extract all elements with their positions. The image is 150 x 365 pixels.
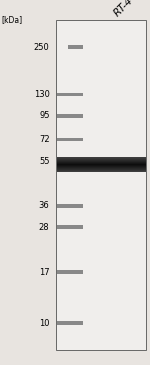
Bar xyxy=(57,171,146,172)
Bar xyxy=(57,157,146,158)
Bar xyxy=(57,169,146,170)
Bar xyxy=(57,171,146,172)
Bar xyxy=(57,160,146,161)
Bar xyxy=(57,166,146,167)
Bar xyxy=(57,163,146,164)
Bar xyxy=(57,322,82,325)
Bar xyxy=(57,168,146,169)
Bar xyxy=(57,161,146,162)
Text: 95: 95 xyxy=(39,111,50,120)
Bar xyxy=(57,162,146,163)
Bar xyxy=(57,166,146,167)
Bar xyxy=(57,161,146,162)
Bar xyxy=(57,165,146,166)
Bar xyxy=(57,161,146,162)
Bar xyxy=(57,225,82,229)
Bar xyxy=(57,170,146,172)
Bar xyxy=(57,138,82,142)
Bar xyxy=(57,170,146,171)
Bar xyxy=(57,159,146,160)
Bar xyxy=(57,169,146,170)
Bar xyxy=(57,158,146,159)
Text: 130: 130 xyxy=(34,90,50,99)
Bar xyxy=(57,204,82,208)
Bar xyxy=(57,158,146,159)
Bar xyxy=(57,164,146,165)
Bar xyxy=(57,168,146,169)
Bar xyxy=(57,169,146,170)
Bar xyxy=(57,158,146,160)
Text: RT-4: RT-4 xyxy=(112,0,135,18)
Bar xyxy=(57,270,82,274)
Bar xyxy=(57,167,146,168)
Text: 28: 28 xyxy=(39,223,50,232)
Bar xyxy=(57,170,146,171)
Bar xyxy=(68,45,82,49)
Bar xyxy=(57,166,146,168)
Bar xyxy=(57,161,146,162)
Bar xyxy=(57,165,146,166)
Bar xyxy=(57,160,146,161)
Bar xyxy=(57,162,146,163)
Bar xyxy=(57,159,146,160)
Bar xyxy=(57,163,146,164)
Text: 72: 72 xyxy=(39,135,50,144)
Bar xyxy=(57,157,146,158)
Bar xyxy=(57,164,146,165)
Text: 17: 17 xyxy=(39,268,50,277)
Bar xyxy=(57,164,146,165)
Bar xyxy=(57,160,146,161)
Bar xyxy=(57,160,82,163)
Bar xyxy=(57,168,146,169)
Bar xyxy=(57,166,146,167)
Bar xyxy=(57,157,146,158)
Bar xyxy=(57,162,146,163)
Bar xyxy=(57,167,146,168)
Bar xyxy=(57,170,146,171)
Bar xyxy=(57,162,146,164)
Bar xyxy=(57,114,82,118)
Bar xyxy=(57,169,146,170)
Bar xyxy=(57,164,146,165)
Bar xyxy=(57,93,82,96)
Text: 250: 250 xyxy=(34,43,50,52)
Text: 36: 36 xyxy=(39,201,50,210)
Bar xyxy=(56,20,146,350)
Text: [kDa]: [kDa] xyxy=(2,15,23,24)
Bar xyxy=(57,167,146,168)
Bar xyxy=(57,157,146,158)
Bar xyxy=(57,159,146,160)
Text: 55: 55 xyxy=(39,157,50,166)
Bar xyxy=(57,168,146,169)
Bar xyxy=(57,160,146,161)
Bar xyxy=(57,158,146,159)
Text: 10: 10 xyxy=(39,319,50,328)
Bar xyxy=(57,165,146,166)
Bar xyxy=(57,163,146,164)
Bar xyxy=(57,165,146,166)
